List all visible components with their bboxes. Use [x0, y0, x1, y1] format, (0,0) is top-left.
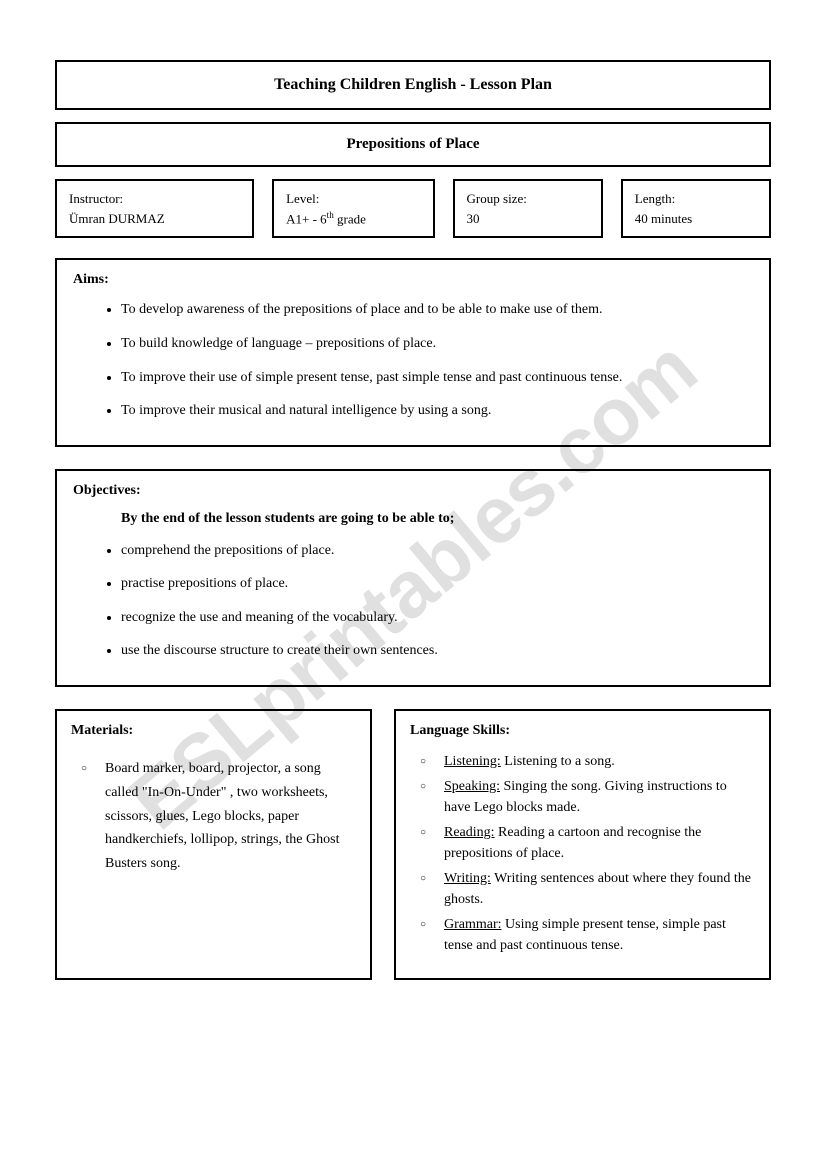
level-prefix: A1+ - 6 [286, 211, 327, 226]
list-item: Reading: Reading a cartoon and recognise… [440, 822, 755, 864]
language-skills-section: Language Skills: Listening: Listening to… [394, 709, 771, 980]
page-title: Teaching Children English - Lesson Plan [274, 76, 552, 93]
materials-list: Board marker, board, projector, a song c… [71, 757, 356, 876]
list-item: use the discourse structure to create th… [121, 641, 753, 661]
length-box: Length: 40 minutes [621, 179, 771, 238]
skills-list: Listening: Listening to a song. Speaking… [410, 751, 755, 956]
subtitle-box: Prepositions of Place [55, 122, 771, 167]
bottom-row: Materials: Board marker, board, projecto… [55, 709, 771, 980]
list-item: To develop awareness of the prepositions… [121, 300, 753, 320]
list-item: To improve their musical and natural int… [121, 401, 753, 421]
skills-heading: Language Skills: [410, 723, 755, 739]
aims-list: To develop awareness of the prepositions… [73, 300, 753, 420]
objectives-section: Objectives: By the end of the lesson stu… [55, 469, 771, 687]
length-label: Length: [635, 189, 757, 209]
list-item: To build knowledge of language – preposi… [121, 334, 753, 354]
list-item: To improve their use of simple present t… [121, 368, 753, 388]
level-superscript: th [327, 210, 334, 220]
objectives-heading: Objectives: [73, 483, 753, 499]
instructor-box: Instructor: Ümran DURMAZ [55, 179, 254, 238]
skill-label: Reading: [444, 825, 495, 840]
info-row: Instructor: Ümran DURMAZ Level: A1+ - 6t… [55, 179, 771, 238]
skill-text: Writing sentences about where they found… [444, 871, 751, 907]
list-item: recognize the use and meaning of the voc… [121, 608, 753, 628]
objectives-list: comprehend the prepositions of place. pr… [73, 541, 753, 661]
skill-label: Speaking: [444, 779, 500, 794]
skill-label: Listening: [444, 754, 501, 769]
list-item: Grammar: Using simple present tense, sim… [440, 914, 755, 956]
list-item: Writing: Writing sentences about where t… [440, 868, 755, 910]
aims-heading: Aims: [73, 272, 753, 288]
level-value: A1+ - 6th grade [286, 209, 420, 229]
group-value: 30 [467, 209, 589, 229]
level-label: Level: [286, 189, 420, 209]
list-item: practise prepositions of place. [121, 574, 753, 594]
skill-label: Grammar: [444, 917, 502, 932]
aims-section: Aims: To develop awareness of the prepos… [55, 258, 771, 446]
materials-heading: Materials: [71, 723, 356, 739]
skill-label: Writing: [444, 871, 491, 886]
level-box: Level: A1+ - 6th grade [272, 179, 434, 238]
instructor-value: Ümran DURMAZ [69, 209, 240, 229]
objectives-intro: By the end of the lesson students are go… [121, 511, 753, 527]
list-item: Board marker, board, projector, a song c… [101, 757, 356, 876]
list-item: Speaking: Singing the song. Giving instr… [440, 776, 755, 818]
skill-text: Listening to a song. [501, 754, 615, 769]
title-box: Teaching Children English - Lesson Plan [55, 60, 771, 110]
page-subtitle: Prepositions of Place [346, 136, 479, 152]
level-suffix: grade [334, 211, 366, 226]
materials-section: Materials: Board marker, board, projecto… [55, 709, 372, 980]
page-content: Teaching Children English - Lesson Plan … [55, 60, 771, 980]
list-item: Listening: Listening to a song. [440, 751, 755, 772]
length-value: 40 minutes [635, 209, 757, 229]
group-size-box: Group size: 30 [453, 179, 603, 238]
group-label: Group size: [467, 189, 589, 209]
list-item: comprehend the prepositions of place. [121, 541, 753, 561]
instructor-label: Instructor: [69, 189, 240, 209]
